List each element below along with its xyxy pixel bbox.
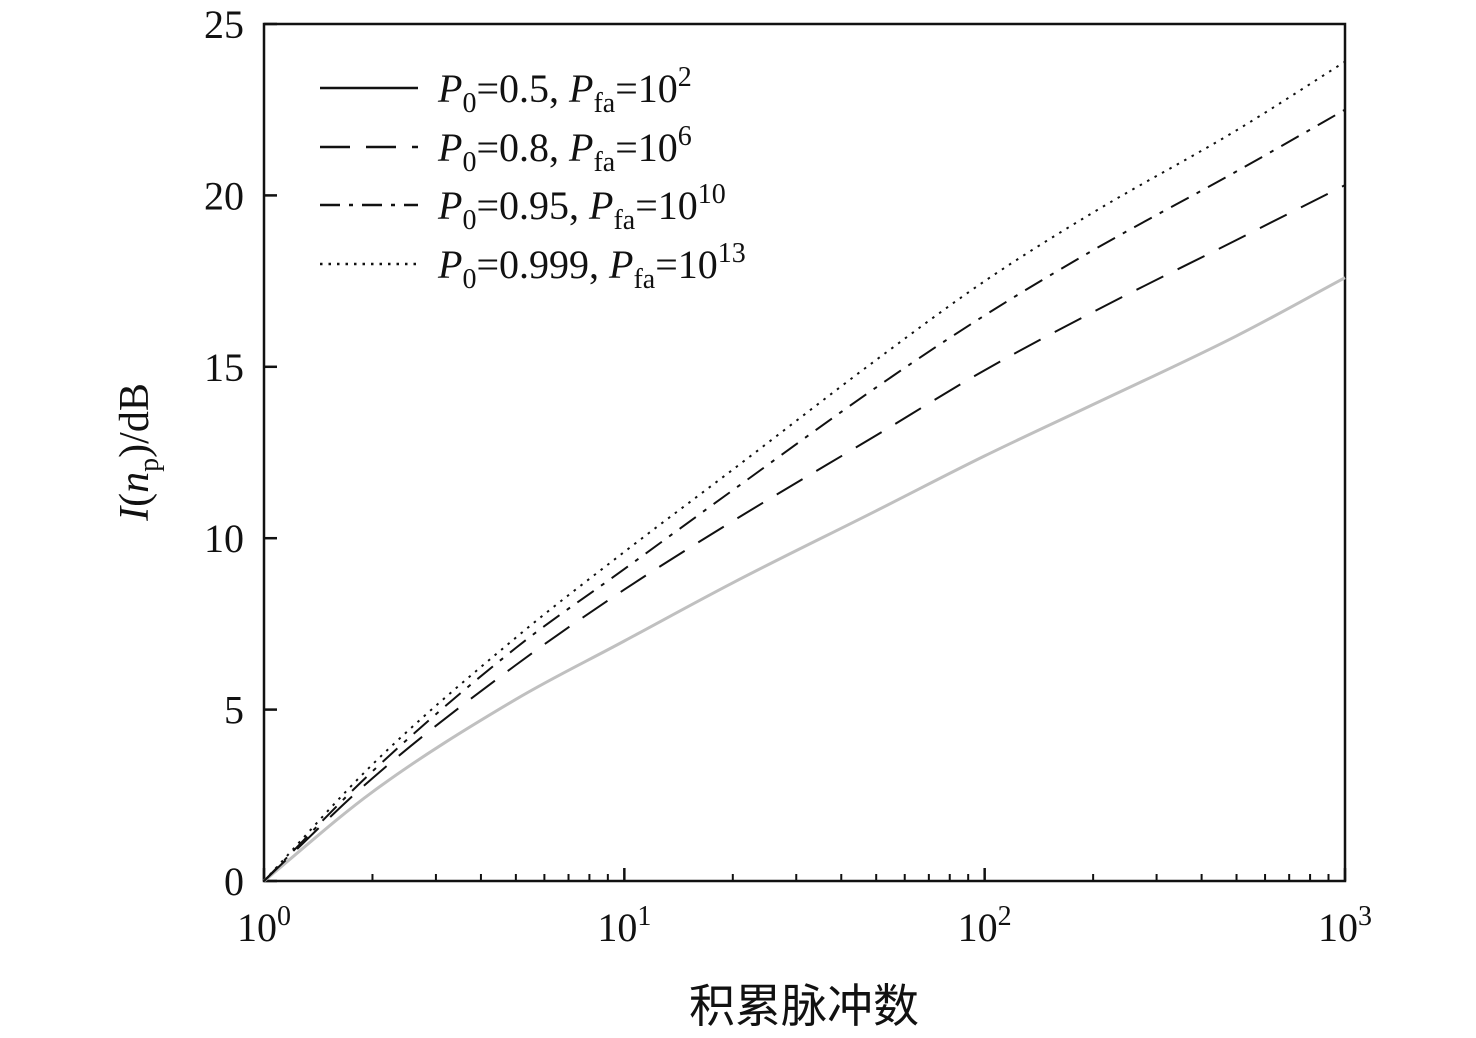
legend-label-part: P	[437, 66, 462, 111]
y-axis-title-var: n	[112, 472, 158, 493]
legend-label-part: P	[437, 183, 462, 228]
legend-label-s1: P0=0.5, Pfa=102	[437, 62, 692, 119]
y-tick-label: 25	[204, 2, 244, 47]
y-axis-title: I(np)/dB	[112, 383, 165, 522]
legend-label-part: =10	[615, 66, 678, 111]
series-lines	[263, 60, 1346, 883]
y-tick-label: 10	[204, 516, 244, 561]
x-tick-exponent: 2	[998, 901, 1012, 932]
legend-label-part: P	[608, 242, 633, 287]
series-line-s1	[263, 276, 1346, 883]
legend-label-part: P	[588, 183, 613, 228]
x-tick-base: 10	[958, 905, 998, 950]
y-axis-title-close: )/dB	[112, 383, 158, 458]
legend-label-part: fa	[633, 264, 655, 295]
x-tick-base: 10	[237, 905, 277, 950]
x-tick-base: 10	[1318, 905, 1358, 950]
series-line-s3	[263, 108, 1346, 882]
series-line-s2	[263, 184, 1346, 882]
y-tick-label: 20	[204, 173, 244, 218]
legend-label-part: 10	[698, 179, 726, 210]
legend-label-part: 6	[678, 121, 692, 152]
x-tick-base: 10	[597, 905, 637, 950]
series-line-s4	[263, 60, 1346, 882]
legend-label-part: =10	[635, 183, 698, 228]
legend-label-part: 2	[678, 62, 692, 93]
legend-label-part: P	[568, 66, 593, 111]
y-axis-title-italic: I	[112, 505, 158, 522]
legend-label-part: fa	[593, 88, 615, 119]
legend-label-part: 13	[718, 238, 746, 269]
legend-label-part: P	[437, 242, 462, 287]
legend-label-part: fa	[613, 205, 635, 236]
legend-label-part: fa	[593, 147, 615, 178]
plot-frame	[262, 22, 1347, 883]
x-tick-exponent: 3	[1358, 901, 1372, 932]
x-tick-exponent: 0	[277, 901, 291, 932]
x-tick-label: 100	[237, 901, 291, 950]
legend-label-part: 0	[462, 147, 476, 178]
legend-label-part: =10	[655, 242, 718, 287]
x-tick-exponent: 1	[637, 901, 651, 932]
axis-ticks	[262, 22, 1347, 883]
y-tick-label: 15	[204, 345, 244, 390]
legend-label-s2: P0=0.8, Pfa=106	[437, 121, 692, 178]
legend-label-part: 0	[462, 264, 476, 295]
y-tick-labels: 0 5 10 15 20 25	[204, 2, 244, 904]
legend-label-part: 0	[462, 205, 476, 236]
legend-label-part: 0	[462, 88, 476, 119]
y-axis-title-sub: p	[134, 458, 165, 472]
legend-label-part: P	[437, 125, 462, 170]
legend-label-part: =0.999,	[476, 242, 609, 287]
x-axis-title: 积累脉冲数	[689, 981, 919, 1032]
legend-label-part: =0.8,	[476, 125, 569, 170]
legend-label-s3: P0=0.95, Pfa=1010	[437, 179, 726, 236]
legend-label-part: =0.95,	[476, 183, 589, 228]
legend-label-part: =10	[615, 125, 678, 170]
y-axis-title-open: (	[112, 493, 158, 507]
y-tick-label: 5	[224, 688, 244, 733]
legend-label-s4: P0=0.999, Pfa=1013	[437, 238, 746, 295]
x-tick-label: 101	[597, 901, 651, 950]
y-tick-label: 0	[224, 859, 244, 904]
x-tick-label: 102	[958, 901, 1012, 950]
x-tick-labels: 100 101 102 103	[237, 901, 1372, 950]
legend-label-part: P	[568, 125, 593, 170]
x-tick-label: 103	[1318, 901, 1372, 950]
legend-label-part: =0.5,	[476, 66, 569, 111]
